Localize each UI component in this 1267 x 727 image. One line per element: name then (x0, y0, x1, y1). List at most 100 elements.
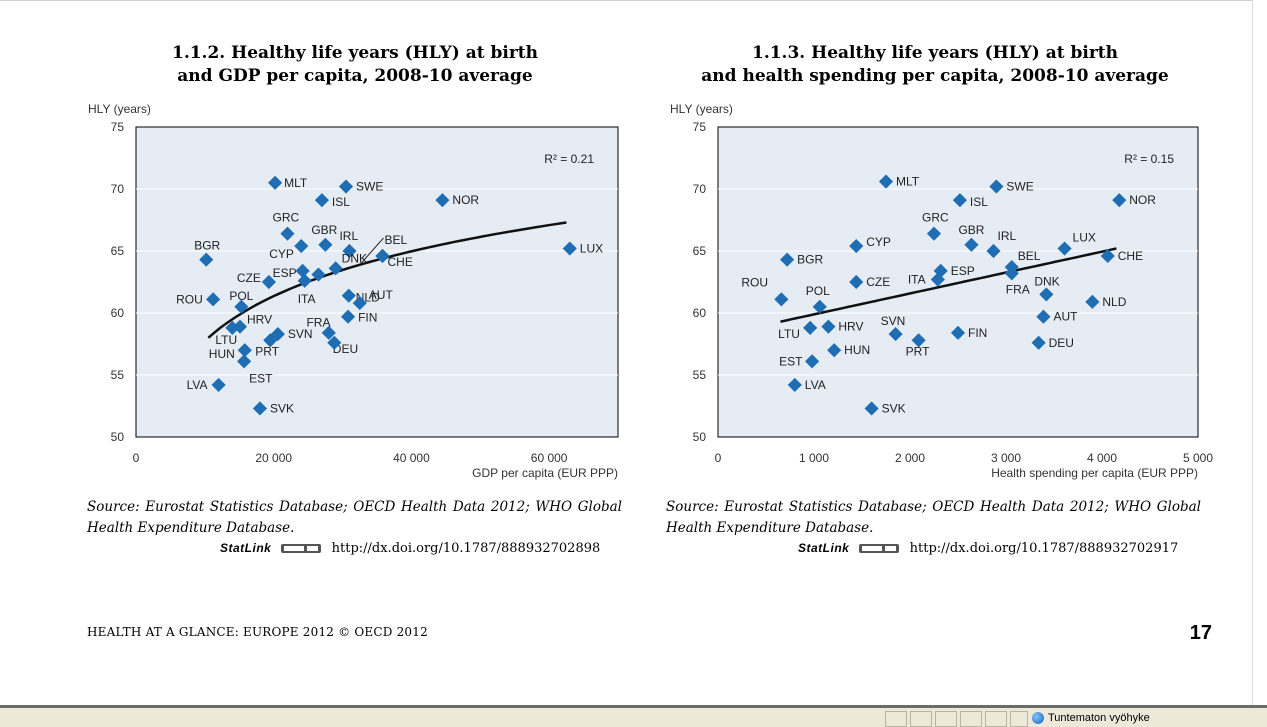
chart1-point-est (237, 354, 252, 369)
chart2-xtick-label: 1 000 (799, 451, 829, 465)
chart1-title-line2: and GDP per capita, 2008-10 average (177, 66, 533, 86)
chart2-point-label-isl: ISL (970, 195, 988, 209)
status-pane-2 (910, 711, 932, 727)
chart1-point-label-ltu: LTU (215, 333, 237, 347)
chart2-point-deu (1031, 335, 1046, 350)
chart1-point-label-est: EST (249, 371, 273, 385)
chart2-ylabel: HLY (years) (670, 102, 733, 116)
chart2-point-label-rou: ROU (741, 275, 768, 289)
chart2-point-grc (926, 226, 942, 241)
chart1-point-prt (263, 333, 278, 348)
chart2-title-line1: 1.1.3. Healthy life years (HLY) at birth (751, 43, 1118, 63)
chart1-xtick-label: 40 000 (393, 451, 430, 465)
chart2-point-label-che: CHE (1118, 249, 1143, 263)
chart1-point-label-prt: PRT (255, 344, 279, 358)
chart2-point-label-nld: NLD (1102, 295, 1126, 309)
chart2-point-label-swe: SWE (1006, 180, 1033, 194)
chart2-r2-label: R² = 0.15 (1124, 152, 1174, 166)
chart2-point-label-lux: LUX (1073, 231, 1096, 245)
chart2-point-label-ita: ITA (908, 273, 926, 287)
chart1-xtick-label: 0 (133, 451, 140, 465)
chart1-title-line1: 1.1.2. Healthy life years (HLY) at birth (171, 43, 538, 63)
chart2-statlink-url[interactable]: http://dx.doi.org/10.1787/888932702917 (909, 541, 1179, 556)
chart2-point-rou (774, 292, 789, 307)
chart1-point-pol (234, 299, 249, 314)
chart1-point-label-bel: BEL (385, 233, 408, 247)
chart2-statlink[interactable]: StatLink http://dx.doi.org/10.1787/88893… (798, 541, 1178, 556)
chart2-ytick-label: 60 (693, 306, 707, 320)
chart2-ytick-label: 65 (693, 244, 707, 258)
chart1-point-nor (435, 193, 450, 208)
chart1-point-label-svk: SVK (270, 401, 294, 415)
chart1-plot-area (135, 126, 619, 438)
chart2-point-label-est: EST (779, 354, 803, 368)
chart1-point-label-isl: ISL (332, 195, 350, 209)
chart1-point-esp (295, 263, 310, 278)
chart2-scatter-plot: 50 55 60 65 70 75 0 1 000 2 000 3 000 4 000 5 000 HL… (670, 102, 1213, 480)
chart2-point-prt (911, 333, 926, 348)
chart1-point-label-pol: POL (229, 289, 253, 303)
chart1-scatter-plot: 50 55 60 65 70 75 0 20 000 40 000 60 000 HLY (year… (88, 102, 619, 480)
chart1-point-label-mlt: MLT (284, 176, 308, 190)
chart2-point-svk (864, 401, 879, 416)
chart1-ytick-label: 65 (111, 244, 125, 258)
page-number: 17 (1189, 622, 1212, 644)
chart1-point-label-fin: FIN (358, 311, 377, 325)
chart1-point-label-lva: LVA (187, 378, 208, 392)
chart1-leader-line (360, 237, 384, 265)
chart2-point-label-fin: FIN (968, 326, 987, 340)
chart1-point-label-esp: ESP (273, 266, 297, 280)
statlink-logo-icon (859, 544, 900, 553)
chart1-point-label-cyp: CYP (269, 247, 294, 261)
chart1-point-ita (297, 273, 312, 288)
chart2-point-nld (1085, 294, 1100, 309)
chart1-point-grc (280, 226, 295, 241)
chart2-source-label: Source: (666, 499, 719, 515)
chart2-xtick-label: 4 000 (1087, 451, 1117, 465)
chart2-point-label-nor: NOR (1129, 193, 1156, 207)
chart1-point-bgr (199, 252, 214, 267)
chart1-source-label: Source: (87, 499, 140, 515)
status-pane-1 (885, 711, 907, 727)
chart1-point-label-nor: NOR (452, 193, 479, 207)
vertical-scrollbar[interactable] (1252, 0, 1267, 705)
chart1-ytick-label: 50 (111, 430, 125, 444)
chart2-point-lva (787, 377, 802, 392)
chart1-point-label-rou: ROU (176, 292, 203, 306)
chart2-title: 1.1.3. Healthy life years (HLY) at birth… (680, 42, 1190, 88)
chart2-point-label-prt: PRT (906, 344, 930, 358)
chart1-statlink-url[interactable]: http://dx.doi.org/10.1787/888932702898 (331, 541, 601, 556)
chart1-point-label-swe: SWE (356, 180, 383, 194)
chart1-point-label-lux: LUX (580, 242, 603, 256)
chart1-point-label-grc: GRC (272, 211, 299, 225)
chart2-point-label-grc: GRC (922, 211, 949, 225)
security-zone-label: Tuntematon vyöhyke (1048, 712, 1150, 724)
chart1-ytick-label: 70 (111, 182, 125, 196)
chart1-point-label-ita: ITA (298, 292, 316, 306)
chart2-xtick-label: 3 000 (991, 451, 1021, 465)
chart1-point-label-bgr: BGR (194, 239, 220, 253)
chart2-point-label-bgr: BGR (797, 253, 823, 267)
chart1-statlink[interactable]: StatLink http://dx.doi.org/10.1787/88893… (220, 541, 600, 556)
chart2-point-label-esp: ESP (951, 264, 975, 278)
chart2-point-label-irl: IRL (998, 229, 1017, 243)
chart1-point-label-che: CHE (388, 255, 413, 269)
status-pane-3 (935, 711, 957, 727)
chart1-point-isl (314, 193, 329, 208)
chart2-point-est (805, 354, 820, 369)
security-zone[interactable]: Tuntematon vyöhyke (1032, 711, 1150, 727)
chart2-point-label-svk: SVK (882, 401, 906, 415)
chart1-point-mlt (268, 175, 283, 190)
chart2-point-bgr (780, 252, 795, 267)
chart2-xtick-label: 0 (715, 451, 722, 465)
chart1-statlink-label: StatLink (220, 541, 272, 555)
chart2-point-label-gbr: GBR (958, 223, 984, 237)
chart1-point-deu (321, 325, 336, 340)
chart2-point-label-deu: DEU (1049, 336, 1074, 350)
chart2-point-fin (950, 325, 966, 340)
chart1-point-label-gbr: GBR (311, 223, 337, 237)
chart1-xlabel: GDP per capita (EUR PPP) (472, 466, 618, 480)
chart1-point-ltu (225, 320, 240, 335)
chart1-point-label-svn: SVN (288, 327, 313, 341)
chart2-source-text: Eurostat Statistics Database; OECD Healt… (666, 499, 1201, 536)
